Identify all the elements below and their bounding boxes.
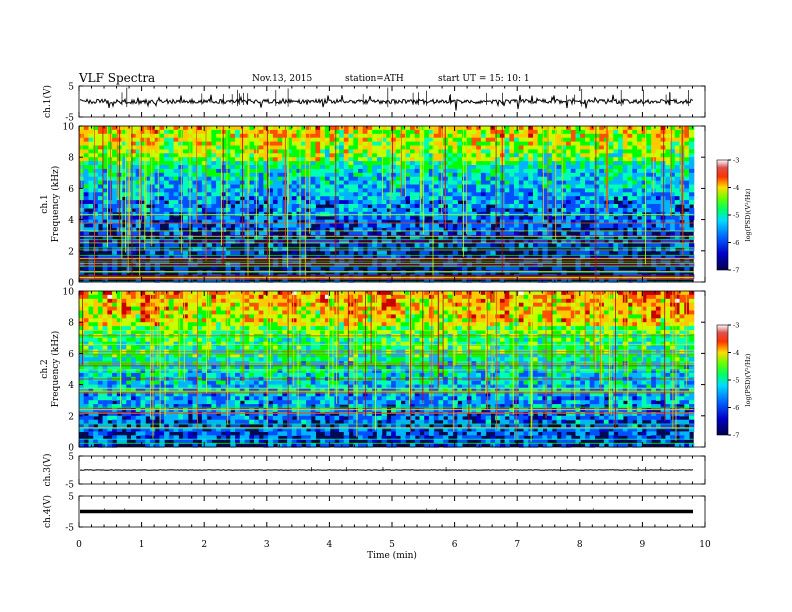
ch2-spectrogram-ytick: 8 [68,319,74,329]
ch2-spectrogram-colorbar-tick: -7 [733,432,739,440]
ch3-waveform-trace [79,469,693,471]
x-tick-label: 2 [201,540,207,550]
ch1-spectrogram-ylabel-freq: Frequency (kHz) [50,166,61,243]
ch1-spectrogram-colorbar-label: log(PSD)(V²/Hz) [744,188,752,241]
ch2-spectrogram-image [79,291,695,448]
x-tick-label: 10 [699,540,711,550]
ch2-spectrogram-colorbar-tick: -3 [733,322,739,330]
ch1-spectrogram-ytick: 4 [68,216,74,226]
ch1-waveform-ylabel: ch.1(V) [42,85,53,118]
ch3-waveform-ytick: -5 [65,481,74,491]
ch2-spectrogram-colorbar [716,324,729,436]
figure-title: VLF Spectra [79,71,156,85]
ch2-spectrogram-ytick: 6 [68,350,74,360]
date-label: Nov.13, 2015 [252,74,313,84]
ch1-spectrogram-ytick: 10 [63,123,75,133]
x-tick-label: 7 [514,540,520,550]
ch4-waveform-ytick: -5 [65,524,74,534]
x-tick-label: 5 [389,540,395,550]
x-axis-label: Time (min) [367,550,417,561]
start-time-label: start UT = 15: 10: 1 [438,74,530,84]
ch1-spectrogram-ylabel-channel: ch.1 [40,194,50,213]
x-tick-label: 6 [452,540,458,550]
ch3-waveform-ytick: 5 [68,453,74,463]
ch3-waveform-ylabel: ch.3(V) [42,454,53,487]
x-tick-label: 8 [577,540,583,550]
ch2-spectrogram-colorbar-tick: -5 [733,377,739,385]
ch2-spectrogram-colorbar-tick: -6 [733,404,739,412]
ch2-spectrogram-ytick: 10 [63,288,75,298]
ch1-waveform-ytick: 5 [68,83,74,93]
x-tick-label: 4 [327,540,333,550]
x-tick-label: 0 [76,540,82,550]
x-tick-label: 9 [640,540,646,550]
ch4-waveform-ytick: 5 [68,493,74,503]
ch1-spectrogram-colorbar-tick: -4 [733,184,739,192]
station-label: station=ATH [345,74,404,84]
ch1-spectrogram-ytick: 2 [68,247,74,257]
ch2-spectrogram-ylabel-channel: ch.2 [40,359,50,378]
ch1-spectrogram-ytick: 8 [68,154,74,164]
ch2-spectrogram-colorbar-label: log(PSD)(V²/Hz) [744,353,752,406]
ch2-spectrogram-ytick: 2 [68,412,74,422]
ch2-spectrogram-colorbar-tick: -4 [733,349,739,357]
ch1-waveform-trace [79,94,694,111]
ch2-spectrogram-ytick: 0 [68,444,74,454]
x-tick-label: 1 [139,540,145,550]
ch4-waveform-ylabel: ch.4(V) [42,495,53,528]
ch1-spectrogram-ytick: 6 [68,185,74,195]
ch1-spectrogram-colorbar-tick: -7 [733,267,739,275]
ch2-spectrogram-ylabel-freq: Frequency (kHz) [50,331,61,408]
ch1-spectrogram-colorbar [716,159,729,271]
ch1-waveform-ytick: -5 [65,114,74,124]
ch1-spectrogram-colorbar-tick: -6 [733,239,739,247]
ch2-spectrogram-ytick: 4 [68,381,74,391]
ch1-spectrogram-colorbar-tick: -3 [733,157,739,165]
ch1-spectrogram-colorbar-tick: -5 [733,212,739,220]
ch1-spectrogram-ytick: 0 [68,279,74,289]
x-tick-label: 3 [264,540,270,550]
ch1-spectrogram-image [79,126,695,283]
